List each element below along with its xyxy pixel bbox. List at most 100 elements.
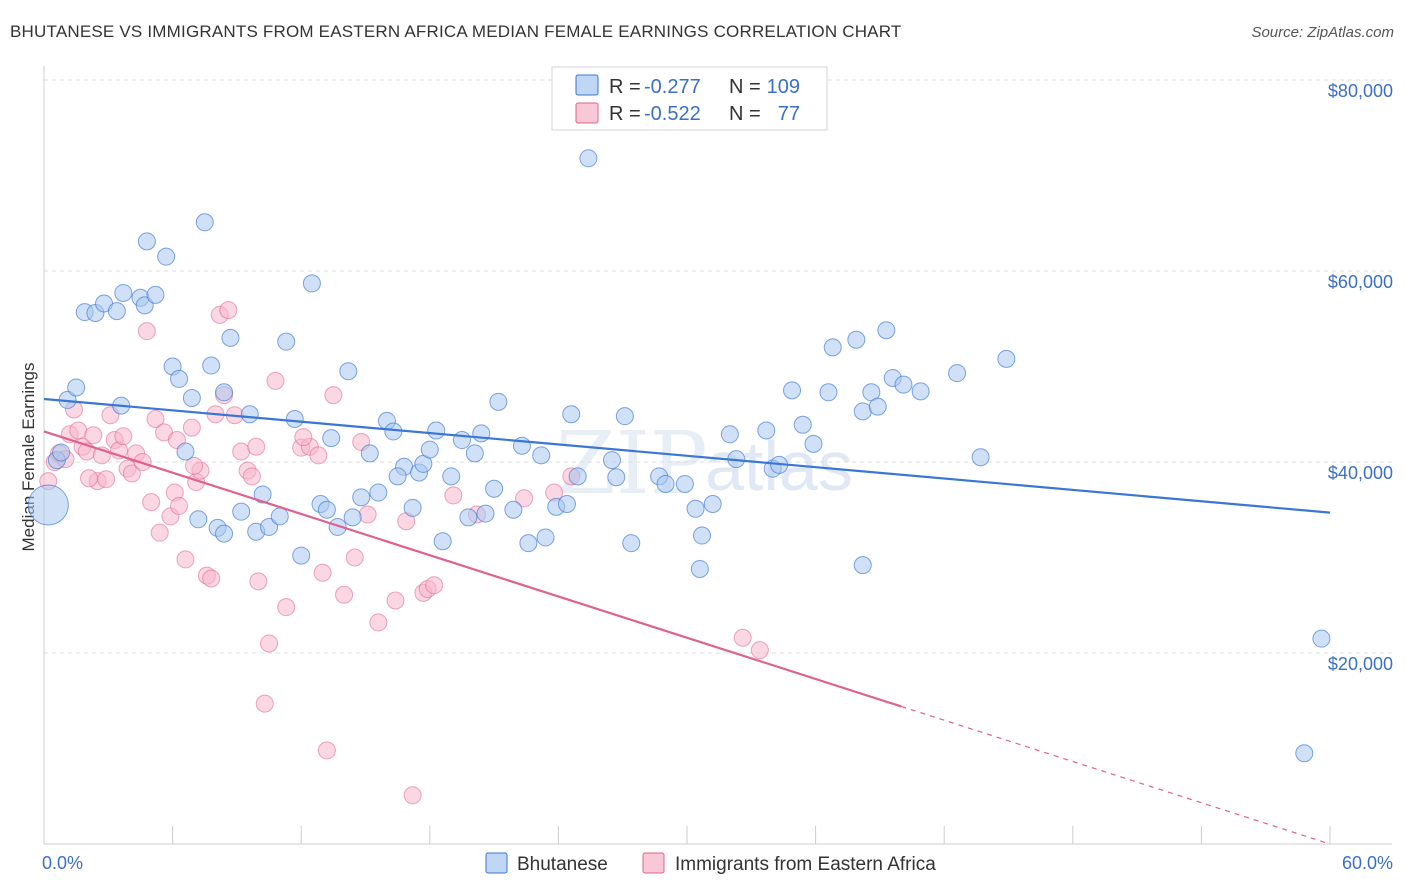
data-point-bhutanese bbox=[1295, 744, 1314, 763]
series-immigrants-points bbox=[39, 301, 769, 805]
data-point-bhutanese bbox=[894, 375, 913, 394]
data-point-bhutanese bbox=[686, 499, 705, 518]
data-point-bhutanese bbox=[465, 444, 484, 463]
y-tick-label: $20,000 bbox=[1328, 654, 1393, 674]
data-point-bhutanese bbox=[107, 302, 126, 321]
gridlines bbox=[44, 79, 1392, 654]
data-point-immigrants bbox=[324, 386, 343, 405]
data-point-bhutanese bbox=[823, 338, 842, 357]
data-point-bhutanese bbox=[137, 232, 156, 251]
data-point-bhutanese bbox=[847, 330, 866, 349]
data-point-immigrants bbox=[137, 322, 156, 341]
data-point-bhutanese bbox=[277, 332, 296, 351]
data-point-bhutanese bbox=[793, 415, 812, 434]
data-point-bhutanese bbox=[317, 500, 336, 519]
x-tick-label-max: 60.0% bbox=[1342, 853, 1393, 873]
data-point-immigrants bbox=[255, 694, 274, 713]
data-point-bhutanese bbox=[27, 484, 69, 526]
data-point-bhutanese bbox=[302, 274, 321, 293]
data-point-bhutanese bbox=[783, 381, 802, 400]
legend-r-label-1: R = bbox=[609, 76, 641, 98]
legend-box: R = -0.277 N = 109 R = -0.522 N = 77 bbox=[551, 66, 828, 131]
y-tick-label: $40,000 bbox=[1328, 463, 1393, 483]
data-point-bhutanese bbox=[285, 410, 304, 429]
legend-r-value-1: -0.277 bbox=[644, 76, 701, 98]
data-point-bhutanese bbox=[997, 349, 1016, 368]
data-point-bhutanese bbox=[615, 407, 634, 426]
data-point-bhutanese bbox=[52, 443, 71, 462]
data-point-bhutanese bbox=[343, 508, 362, 527]
data-point-immigrants bbox=[260, 634, 279, 653]
trend-line-bhutanese bbox=[43, 397, 1331, 514]
x-tick-label-min: 0.0% bbox=[42, 853, 83, 873]
data-point-bhutanese bbox=[215, 383, 234, 402]
data-point-immigrants bbox=[317, 741, 336, 760]
bottom-legend-label-immigrants: Immigrants from Eastern Africa bbox=[675, 854, 936, 875]
data-point-immigrants bbox=[294, 428, 313, 447]
data-point-bhutanese bbox=[189, 510, 208, 529]
data-point-immigrants bbox=[358, 505, 377, 524]
data-point-bhutanese bbox=[757, 421, 776, 440]
data-point-bhutanese bbox=[388, 467, 407, 486]
data-point-bhutanese bbox=[157, 247, 176, 266]
x-tick-marks bbox=[43, 826, 1331, 844]
legend-n-label-1: N = bbox=[729, 76, 761, 98]
data-point-bhutanese bbox=[427, 421, 446, 440]
data-point-immigrants bbox=[515, 489, 534, 508]
data-point-bhutanese bbox=[433, 532, 452, 551]
y-tick-labels: $20,000 $40,000 $60,000 $80,000 bbox=[1328, 81, 1393, 674]
data-point-immigrants bbox=[345, 548, 364, 567]
data-point-bhutanese bbox=[240, 405, 259, 424]
data-point-bhutanese bbox=[489, 392, 508, 411]
y-tick-label: $80,000 bbox=[1328, 81, 1393, 101]
data-point-bhutanese bbox=[804, 434, 823, 453]
data-point-bhutanese bbox=[911, 382, 930, 401]
data-point-immigrants bbox=[122, 464, 141, 483]
data-point-bhutanese bbox=[675, 474, 694, 493]
data-point-bhutanese bbox=[853, 556, 872, 575]
data-point-immigrants bbox=[247, 437, 266, 456]
series-bhutanese-points bbox=[27, 149, 1331, 763]
chart-title: BHUTANESE VS IMMIGRANTS FROM EASTERN AFR… bbox=[10, 22, 902, 41]
data-point-immigrants bbox=[249, 572, 268, 591]
data-point-immigrants bbox=[232, 442, 251, 461]
data-point-immigrants bbox=[202, 569, 221, 588]
trend-line-immigrants bbox=[43, 430, 902, 708]
data-point-bhutanese bbox=[703, 495, 722, 514]
data-point-immigrants bbox=[242, 467, 261, 486]
data-point-bhutanese bbox=[403, 498, 422, 517]
data-point-bhutanese bbox=[568, 467, 587, 486]
bottom-legend-swatch-blue bbox=[485, 852, 508, 874]
data-point-immigrants bbox=[150, 523, 169, 542]
data-point-bhutanese bbox=[292, 546, 311, 565]
source-credit: Source: ZipAtlas.com bbox=[1251, 24, 1394, 41]
data-point-bhutanese bbox=[971, 448, 990, 467]
data-point-bhutanese bbox=[472, 424, 491, 443]
data-point-immigrants bbox=[750, 641, 769, 660]
data-point-bhutanese bbox=[602, 451, 621, 470]
trend-line-immigrants-extrapolated bbox=[901, 705, 1331, 845]
data-point-bhutanese bbox=[328, 517, 347, 536]
data-point-bhutanese bbox=[877, 321, 896, 340]
data-point-bhutanese bbox=[369, 483, 388, 502]
data-point-bhutanese bbox=[720, 425, 739, 444]
data-point-immigrants bbox=[146, 410, 165, 429]
data-point-immigrants bbox=[182, 418, 201, 437]
data-point-immigrants bbox=[425, 576, 444, 595]
data-point-immigrants bbox=[80, 469, 99, 488]
data-point-bhutanese bbox=[622, 534, 641, 553]
data-point-bhutanese bbox=[221, 328, 240, 347]
watermark-zip: ZIP bbox=[556, 414, 708, 514]
data-point-bhutanese bbox=[532, 446, 551, 465]
data-point-bhutanese bbox=[476, 504, 495, 523]
data-point-immigrants bbox=[335, 585, 354, 604]
legend-n-value-1: 109 bbox=[767, 76, 800, 98]
data-point-bhutanese bbox=[536, 528, 555, 547]
data-point-immigrants bbox=[277, 598, 296, 617]
data-point-bhutanese bbox=[485, 479, 504, 498]
data-point-bhutanese bbox=[459, 508, 478, 527]
data-point-bhutanese bbox=[322, 429, 341, 448]
data-point-bhutanese bbox=[656, 474, 675, 493]
data-point-immigrants bbox=[266, 371, 285, 390]
